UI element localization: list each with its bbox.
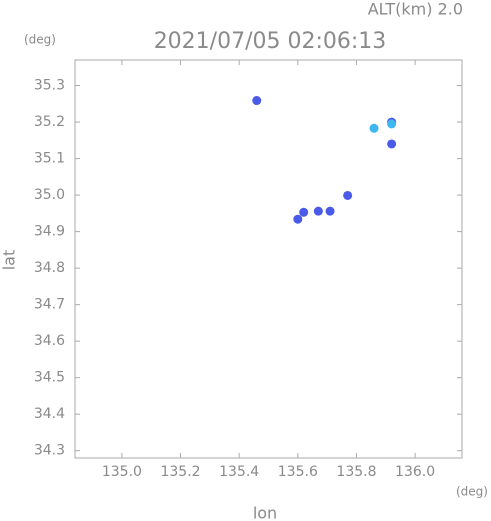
chart-title: 2021/07/05 02:06:13	[154, 29, 387, 54]
y-unit: (deg)	[24, 33, 56, 47]
y-tick-label: 35.1	[34, 151, 65, 167]
echo-point	[313, 206, 323, 216]
echo-point	[369, 123, 379, 133]
y-tick-label: 34.6	[34, 333, 65, 349]
x-tick-label: 135.2	[160, 464, 200, 480]
echo-point	[387, 139, 397, 149]
x-tick-label: 135.0	[102, 464, 142, 480]
y-tick-label: 35.2	[34, 114, 65, 130]
echo-point	[252, 96, 262, 106]
plot-frame	[74, 59, 463, 459]
echo-point	[299, 207, 309, 217]
y-axis-label: lat	[0, 250, 19, 271]
y-tick-label: 35.3	[34, 78, 65, 94]
echo-point	[293, 214, 303, 224]
y-tick-label: 34.8	[34, 260, 65, 276]
x-tick-label: 135.8	[336, 464, 376, 480]
x-unit: (deg)	[456, 485, 488, 499]
altitude-label: ALT(km) 2.0	[368, 0, 463, 19]
y-tick-label: 34.9	[34, 224, 65, 240]
y-tick-label: 34.4	[34, 406, 65, 422]
y-tick-label: 34.5	[34, 370, 65, 386]
y-tick-label: 34.7	[34, 297, 65, 313]
echo-point	[325, 206, 335, 216]
x-axis-label: lon	[253, 504, 277, 521]
x-tick-label: 136.0	[395, 464, 435, 480]
x-tick-label: 135.6	[278, 464, 318, 480]
y-tick-label: 34.3	[34, 443, 65, 459]
echo-point	[343, 190, 353, 200]
y-tick-label: 35.0	[34, 187, 65, 203]
echo-point	[387, 119, 397, 129]
x-tick-label: 135.4	[219, 464, 259, 480]
